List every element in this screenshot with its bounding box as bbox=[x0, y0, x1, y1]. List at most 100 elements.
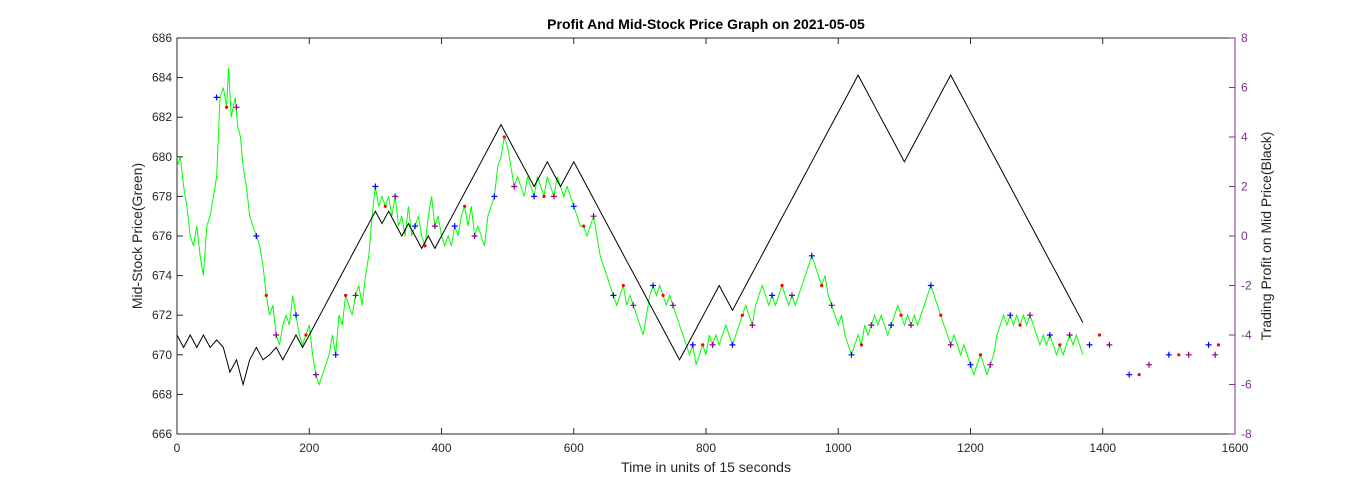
sell-marker bbox=[868, 322, 875, 329]
sell-marker bbox=[273, 332, 280, 338]
y-tick-label-right: -4 bbox=[1241, 328, 1252, 342]
buy-marker bbox=[1205, 341, 1212, 348]
dot-marker bbox=[661, 293, 665, 297]
y-tick-label-right: -6 bbox=[1241, 378, 1252, 392]
x-tick-label: 1000 bbox=[825, 441, 852, 455]
x-tick-label: 0 bbox=[174, 441, 181, 455]
dot-marker bbox=[740, 313, 744, 317]
dot-marker bbox=[423, 244, 427, 248]
buy-marker bbox=[372, 183, 379, 190]
buy-marker bbox=[848, 351, 855, 358]
x-tick-label: 1200 bbox=[957, 441, 984, 455]
x-axis: 0 200 400 600 800 1000 1200 1400 1600 bbox=[174, 38, 1249, 455]
buy-marker bbox=[570, 203, 577, 210]
series-line-profit bbox=[177, 74, 1084, 387]
dot-marker bbox=[1216, 343, 1221, 347]
y-tick-label-left: 686 bbox=[152, 31, 172, 45]
x-tick-label: 1400 bbox=[1089, 441, 1116, 455]
y-tick-label-left: 676 bbox=[152, 229, 172, 243]
dot-marker bbox=[1097, 333, 1102, 337]
sell-marker bbox=[550, 193, 557, 200]
dot-marker bbox=[1058, 343, 1062, 347]
y-tick-label-left: 672 bbox=[152, 308, 172, 322]
x-tick-label: 200 bbox=[299, 441, 319, 455]
dot-marker bbox=[304, 333, 308, 337]
buy-marker bbox=[927, 282, 934, 289]
y-tick-label-left: 684 bbox=[152, 71, 172, 85]
y-tick-label-left: 670 bbox=[152, 348, 172, 362]
dot-marker bbox=[344, 293, 348, 297]
y-tick-label-right: -2 bbox=[1241, 279, 1252, 293]
sell-marker bbox=[1212, 351, 1219, 358]
y-axis-label-right: Trading Profit on Mid Price(Black) bbox=[1258, 132, 1274, 341]
y-tick-label-right: 2 bbox=[1241, 180, 1248, 194]
sell-marker bbox=[987, 361, 994, 368]
buy-marker bbox=[531, 193, 538, 200]
dot-marker bbox=[1137, 373, 1141, 377]
y-tick-label-right: 6 bbox=[1241, 81, 1248, 95]
sell-marker bbox=[1027, 312, 1034, 319]
buy-marker bbox=[888, 322, 895, 329]
y-tick-label-right: 0 bbox=[1241, 229, 1248, 243]
sell-marker bbox=[431, 223, 438, 230]
buy-marker bbox=[491, 193, 498, 200]
y-axis-right: -8 -6 -4 -2 0 2 4 6 8 bbox=[1229, 31, 1252, 441]
dot-marker bbox=[859, 343, 863, 347]
x-tick-label: 400 bbox=[431, 441, 451, 455]
sell-marker bbox=[590, 213, 597, 220]
sell-marker bbox=[471, 233, 478, 239]
y-tick-label-left: 682 bbox=[152, 110, 172, 124]
marker-layer bbox=[213, 94, 1221, 378]
buy-marker bbox=[332, 351, 339, 358]
dot-marker bbox=[264, 293, 268, 297]
buy-marker bbox=[689, 341, 696, 348]
dot-marker bbox=[701, 343, 705, 347]
buy-marker bbox=[610, 292, 617, 299]
buy-marker bbox=[213, 94, 220, 101]
sell-marker bbox=[947, 341, 954, 348]
x-axis-label: Time in units of 15 seconds bbox=[621, 459, 791, 475]
y-tick-label-left: 674 bbox=[152, 269, 172, 283]
y-tick-label-right: 8 bbox=[1241, 31, 1248, 45]
dot-marker bbox=[582, 224, 586, 228]
buy-marker bbox=[729, 341, 736, 348]
series-layer bbox=[177, 67, 1084, 387]
sell-marker bbox=[1066, 332, 1073, 338]
buy-marker bbox=[1046, 332, 1053, 338]
buy-marker bbox=[293, 312, 300, 319]
dot-marker bbox=[939, 313, 943, 317]
dot-marker bbox=[978, 353, 983, 357]
dot-marker bbox=[820, 283, 824, 288]
buy-marker bbox=[808, 252, 815, 259]
buy-marker bbox=[253, 233, 260, 239]
dot-marker bbox=[1018, 323, 1022, 327]
dot-marker bbox=[621, 283, 625, 288]
sell-marker bbox=[511, 183, 518, 190]
y-tick-label-left: 680 bbox=[152, 150, 172, 164]
dot-marker bbox=[463, 204, 467, 208]
y-axis-left: 666 668 670 672 674 676 678 680 682 684 686 bbox=[152, 31, 183, 441]
dot-marker bbox=[224, 105, 229, 109]
sell-marker bbox=[1106, 341, 1113, 348]
dot-marker bbox=[899, 313, 903, 317]
chart-title: Profit And Mid-Stock Price Graph on 2021… bbox=[547, 16, 865, 32]
y-axis-label-left: Mid-Stock Price(Green) bbox=[129, 163, 145, 309]
y-tick-label-left: 678 bbox=[152, 189, 172, 203]
sell-marker bbox=[392, 193, 399, 200]
sell-marker bbox=[788, 292, 795, 299]
sell-marker bbox=[630, 302, 637, 309]
series-line-price bbox=[177, 67, 1084, 387]
sell-marker bbox=[312, 371, 319, 378]
buy-marker bbox=[1007, 312, 1014, 319]
buy-marker bbox=[1165, 351, 1172, 358]
sell-marker bbox=[669, 302, 676, 309]
x-tick-label: 1600 bbox=[1222, 441, 1249, 455]
dot-marker bbox=[1177, 353, 1181, 357]
y-tick-label-left: 668 bbox=[152, 387, 172, 401]
buy-marker bbox=[967, 361, 974, 368]
sell-marker bbox=[828, 302, 835, 309]
buy-marker bbox=[650, 282, 657, 289]
dot-marker bbox=[780, 283, 784, 288]
y-tick-label-right: -8 bbox=[1241, 427, 1252, 441]
sell-marker bbox=[1185, 351, 1192, 358]
